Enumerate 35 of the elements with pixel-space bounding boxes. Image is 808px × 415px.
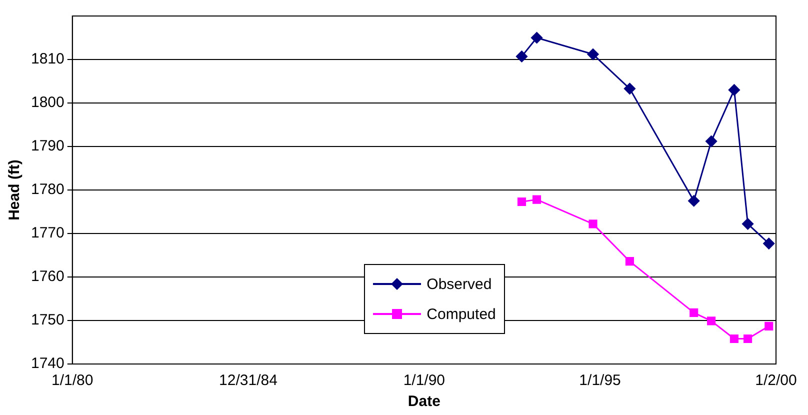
point <box>706 316 716 326</box>
y-tick-label: 1800 <box>30 94 64 112</box>
point <box>625 257 634 266</box>
x-tick-label: 1/1/90 <box>403 372 446 390</box>
point <box>763 238 775 250</box>
legend-label: Observed <box>426 276 492 292</box>
point <box>743 334 752 344</box>
point <box>517 197 526 206</box>
point <box>690 308 698 317</box>
point <box>742 218 754 230</box>
y-tick-label: 1740 <box>30 355 64 372</box>
point <box>728 84 740 96</box>
point <box>764 322 774 330</box>
y-tick-label: 1770 <box>30 224 64 242</box>
y-tick-label: 1810 <box>30 50 64 68</box>
point <box>730 334 738 344</box>
point <box>587 48 599 60</box>
point <box>588 220 598 228</box>
point <box>688 195 700 207</box>
point <box>516 50 528 62</box>
point <box>706 136 718 148</box>
y-tick-label: 1750 <box>30 312 64 329</box>
x-tick-label: 1/1/80 <box>52 372 94 390</box>
legend-label: Computed <box>426 306 496 322</box>
y-tick-label: 1780 <box>30 181 64 198</box>
y-tick-label: 1760 <box>30 268 64 286</box>
x-axis-title: Date <box>408 393 440 410</box>
x-tick-label: 12/31/84 <box>219 372 278 390</box>
y-tick-label: 1790 <box>30 138 64 155</box>
y-axis-title: Head (ft) <box>6 160 24 220</box>
point <box>532 195 542 204</box>
point <box>531 32 543 44</box>
x-tick-label: 1/2/00 <box>755 372 797 390</box>
x-tick-label: 1/1/95 <box>579 372 621 390</box>
point <box>624 82 636 94</box>
